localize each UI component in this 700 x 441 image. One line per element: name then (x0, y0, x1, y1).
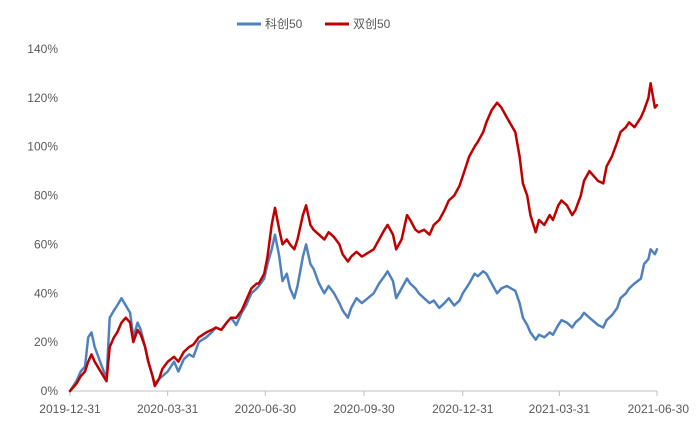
x-tick-label: 2021-06-30 (628, 402, 690, 416)
series-line-1 (68, 233, 659, 393)
y-tick-label: 20% (34, 335, 58, 349)
x-axis: 2019-12-31 2020-03-31 2020-06-30 2020-09-30… (39, 390, 690, 416)
x-tick-label: 2020-09-30 (333, 402, 395, 416)
y-tick-label: 60% (34, 237, 58, 251)
y-tick-label: 80% (34, 189, 58, 203)
x-tick-label: 2020-12-31 (432, 402, 494, 416)
y-tick-label: 40% (34, 286, 58, 300)
y-tick-label: 0% (41, 384, 59, 398)
y-axis: 0% 20% 40% 60% 80% 100% 120% 140% (27, 42, 58, 398)
legend-label: 双创50 (353, 17, 391, 31)
y-tick-label: 120% (27, 91, 58, 105)
series-layer (68, 81, 659, 393)
y-tick-label: 100% (27, 140, 58, 154)
legend-label: 科创50 (265, 17, 303, 31)
y-tick-label: 140% (27, 42, 58, 56)
x-tick-label: 2021-03-31 (529, 402, 591, 416)
x-tick-label: 2020-03-31 (137, 402, 199, 416)
x-tick-label: 2020-06-30 (235, 402, 297, 416)
legend: 科创50 双创50 (237, 17, 391, 31)
series-line-2 (68, 81, 659, 393)
x-tick-label: 2019-12-31 (39, 402, 101, 416)
